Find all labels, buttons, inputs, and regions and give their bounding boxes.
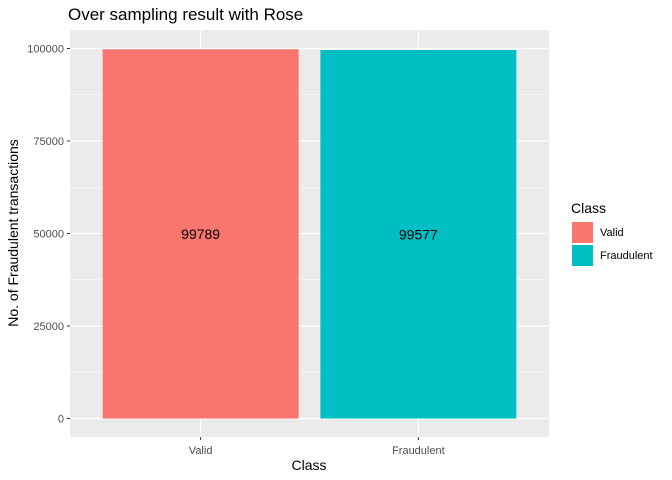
data-label-valid: 99789 (181, 226, 220, 242)
y-tick-label: 100000 (27, 44, 64, 56)
y-tick-label: 25000 (33, 321, 64, 333)
bars (102, 49, 517, 419)
x-axis-title: Class (291, 457, 326, 473)
y-axis: 0 25000 50000 75000 100000 (27, 44, 70, 426)
bar-valid (102, 49, 299, 419)
legend-title: Class (571, 200, 606, 216)
y-tick-label: 0 (58, 414, 64, 426)
y-tick-label: 50000 (33, 229, 64, 241)
legend-label-fraudulent: Fraudulent (600, 250, 653, 262)
data-labels: 99789 99577 (181, 226, 438, 242)
x-tick-label: Fraudulent (392, 445, 445, 457)
chart-title: Over sampling result with Rose (68, 5, 303, 24)
y-axis-title: No. of Fraudulent transactions (5, 139, 21, 327)
y-tick-label: 75000 (33, 136, 64, 148)
legend: Class Valid Fraudulent (571, 200, 653, 266)
x-axis: Valid Fraudulent (189, 437, 445, 457)
legend-key-valid (572, 222, 593, 243)
bar-fraudulent (320, 50, 517, 419)
data-label-fraudulent: 99577 (399, 226, 438, 242)
legend-key-fraudulent (572, 245, 593, 266)
legend-label-valid: Valid (600, 227, 624, 239)
x-tick-label: Valid (189, 445, 213, 457)
